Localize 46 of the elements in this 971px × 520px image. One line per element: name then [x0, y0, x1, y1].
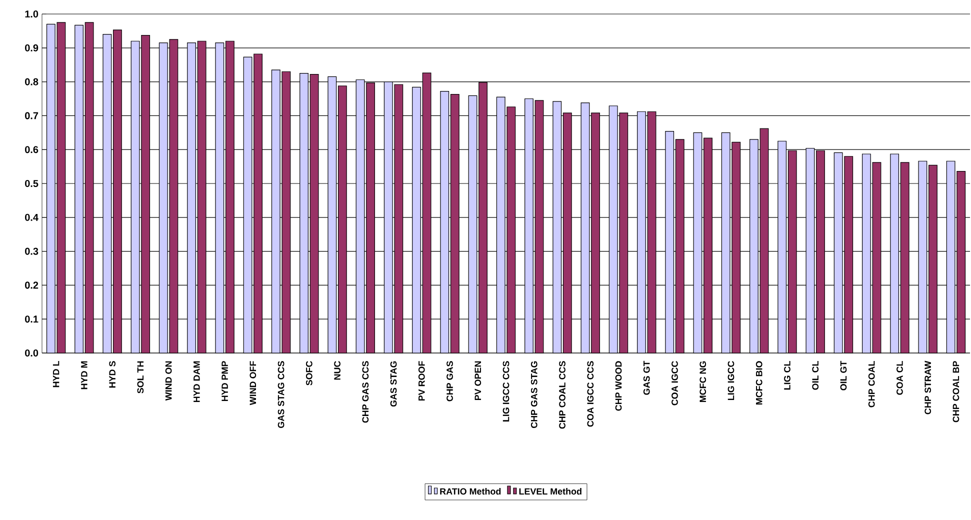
y-tick-label: 0.7: [25, 112, 38, 120]
x-tick-label: LIG IGCC: [728, 361, 734, 400]
x-tick-label: COA IGCC CCS: [587, 361, 594, 427]
legend-label: LEVEL Method: [519, 488, 582, 495]
x-tick-label: MCFC BIO: [756, 361, 762, 405]
x-tick-label: HYD L: [52, 361, 60, 388]
x-tick-label: PV OPEN: [474, 361, 482, 400]
x-tick-label: HYD DAM: [194, 361, 200, 402]
x-tick-label: LIG CL: [784, 361, 790, 390]
x-tick-label: PV ROOF: [418, 361, 425, 401]
x-tick-label: COA IGCC: [672, 361, 678, 406]
legend-label: RATIO Method: [440, 488, 501, 495]
y-tick-label: 0.3: [25, 248, 38, 255]
y-tick-label: 0.0: [25, 349, 38, 357]
x-tick-label: CHP GAS CCS: [362, 361, 369, 423]
x-tick-label: HYD PMP: [222, 361, 228, 402]
x-tick-label: COA CL: [896, 361, 903, 395]
x-tick-label: CHP WOOD: [615, 361, 622, 411]
x-tick-label: HYD S: [109, 361, 116, 388]
x-tick-label: CHP COAL BP: [952, 361, 960, 422]
y-tick-label: 0.5: [25, 180, 38, 188]
x-tick-label: WIND OFF: [250, 361, 256, 406]
y-tick-label: 1.0: [25, 10, 38, 18]
x-tick-label: GAS STAG CCS: [278, 361, 284, 428]
y-tick-label: 0.9: [25, 44, 38, 52]
x-tick-label: CHP GAS STAG: [530, 361, 538, 428]
x-tick-label: LIG IGCC CCS: [502, 361, 510, 422]
x-tick-label: CHP COAL CCS: [559, 361, 566, 429]
y-tick-label: 0.6: [25, 146, 38, 154]
y-tick-label: 0.8: [25, 78, 38, 86]
y-tick-label: 0.2: [25, 282, 38, 289]
x-tick-label: GAS STAG: [390, 361, 397, 407]
x-tick-label: CHP STRAW: [924, 360, 932, 414]
x-tick-label: WIND ON: [165, 361, 172, 401]
x-tick-label: OIL GT: [840, 360, 847, 390]
x-tick-label: MCFC NG: [700, 361, 706, 402]
x-tick-label: CHP COAL: [868, 361, 875, 408]
x-tick-label: SOL TH: [137, 361, 144, 394]
y-tick-label: 0.4: [25, 214, 38, 221]
x-tick-label: NUC: [334, 361, 340, 380]
x-tick-label: SOFC: [306, 361, 312, 386]
x-tick-label: GAS GT: [643, 360, 650, 395]
x-tick-label: OIL CL: [812, 361, 819, 390]
x-tick-label: CHP GAS: [446, 361, 453, 402]
x-tick-label: HYD M: [81, 361, 88, 390]
y-tick-label: 0.1: [25, 316, 38, 323]
